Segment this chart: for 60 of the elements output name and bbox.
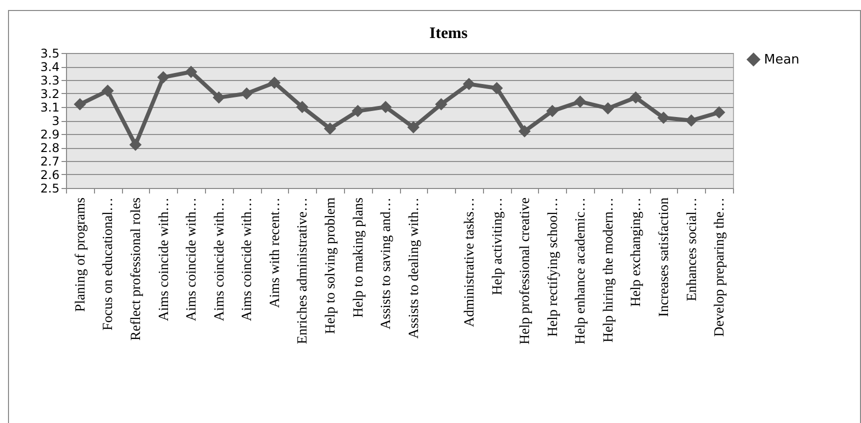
x-tick-label: Assists to saving and… <box>379 198 394 330</box>
point <box>268 76 281 89</box>
point <box>490 82 503 94</box>
y-tick-label: 2.8 <box>40 141 60 155</box>
x-tick-label: Aims with recent… <box>268 198 283 308</box>
y-tick-label: 2.5 <box>40 182 60 196</box>
x-tick-label: Help to solving problem <box>324 197 339 334</box>
point <box>518 125 531 138</box>
point <box>212 91 225 104</box>
point <box>240 87 253 100</box>
point <box>102 84 114 97</box>
x-tick-label: Help activiting… <box>490 198 506 296</box>
x-tick-label: Reflect professional roles <box>128 198 144 341</box>
x-tick-label: Help to making plans <box>351 198 366 318</box>
y-tick-label: 3.5 <box>40 46 60 60</box>
x-tick-label: Develop preparing the… <box>712 198 728 337</box>
x-tick-label: Help professional creative <box>518 198 534 344</box>
x-tick-label: Aims coincide with… <box>212 198 228 322</box>
point <box>296 100 308 114</box>
x-tick-label: Focus on educational… <box>101 198 116 330</box>
x-tick-label: Aims coincide with… <box>240 198 256 322</box>
x-tick-label: Aims coincide with… <box>156 198 172 322</box>
y-tick-label: 3.3 <box>40 74 60 88</box>
x-tick-label: Help enhance academic… <box>574 198 589 344</box>
y-tick-label: 3.1 <box>40 100 60 114</box>
y-tick-label: 2.6 <box>40 168 60 182</box>
x-tick-label: Help exchanging… <box>629 198 644 307</box>
point <box>129 138 142 151</box>
x-tick-label: Increases satisfaction <box>657 198 672 317</box>
point <box>184 66 198 78</box>
legend-label: Mean <box>764 52 800 68</box>
point <box>435 98 448 110</box>
point <box>630 91 642 104</box>
x-tick-label: Planing of programs <box>73 198 88 312</box>
x-tick-label: Assists to dealing with… <box>406 198 422 339</box>
point <box>657 112 670 124</box>
point <box>546 104 558 118</box>
y-tick-label: 3 <box>52 114 60 128</box>
x-tick-label: Enhances social… <box>684 198 700 302</box>
point <box>462 78 476 90</box>
x-tick-label: Help hiring the modern… <box>601 198 616 343</box>
x-tick-label: Administrative tasks… <box>462 198 478 327</box>
x-tick-label: Aims coincide with… <box>184 198 200 322</box>
x-tick-label: Help rectifying school… <box>546 198 561 337</box>
point <box>352 104 364 118</box>
y-tick-label: 2.9 <box>40 128 60 142</box>
y-tick-label: 2.7 <box>40 154 60 168</box>
point <box>74 98 86 110</box>
point <box>407 121 420 134</box>
y-tick-label: 3.2 <box>40 87 60 101</box>
point <box>602 102 614 114</box>
x-tick-label: Enriches administrative… <box>296 198 311 344</box>
chart-title: Items <box>429 25 468 42</box>
point <box>157 71 170 84</box>
point <box>324 122 336 135</box>
point <box>685 114 698 127</box>
y-tick-label: 3.4 <box>40 60 60 74</box>
point <box>379 100 392 114</box>
point <box>712 106 726 119</box>
point <box>574 95 586 108</box>
